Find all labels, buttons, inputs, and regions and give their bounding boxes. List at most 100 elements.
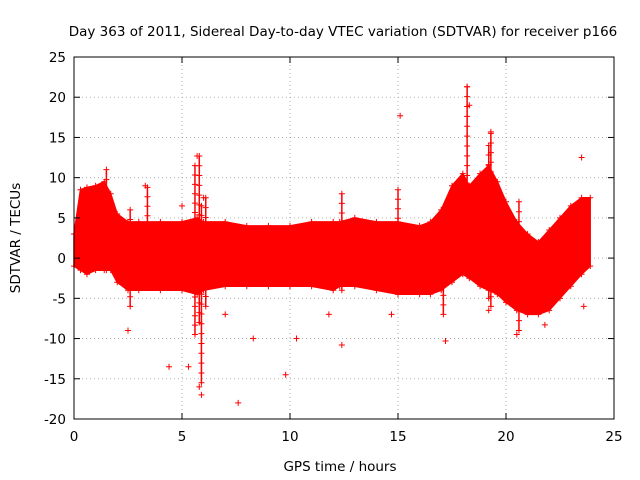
spike-point bbox=[202, 234, 209, 241]
edge-point bbox=[513, 218, 520, 225]
edge-point bbox=[416, 222, 423, 229]
outlier-point bbox=[196, 383, 203, 390]
spike-point bbox=[440, 311, 447, 318]
spike-point bbox=[464, 93, 471, 100]
spike-point bbox=[202, 303, 209, 310]
spike-point bbox=[202, 204, 209, 211]
edge-point bbox=[265, 222, 272, 229]
spike-point bbox=[198, 310, 205, 317]
edge-point bbox=[107, 267, 114, 274]
edge-point bbox=[494, 178, 501, 185]
edge-point bbox=[351, 214, 358, 221]
spike-point bbox=[487, 293, 494, 300]
y-tick-label: -20 bbox=[44, 412, 66, 428]
spike-point bbox=[196, 162, 203, 169]
spike-point bbox=[487, 236, 494, 243]
spike-point bbox=[127, 293, 134, 300]
spike-point bbox=[515, 297, 522, 304]
spike-point bbox=[487, 149, 494, 156]
edge-point bbox=[477, 283, 484, 290]
edge-point bbox=[157, 218, 164, 225]
outlier-point bbox=[578, 154, 585, 161]
spike-point bbox=[144, 193, 151, 200]
spike-point bbox=[440, 254, 447, 261]
spike-point bbox=[198, 202, 205, 209]
outlier-point bbox=[397, 112, 404, 119]
y-tick-label: -10 bbox=[44, 332, 66, 348]
spike-point bbox=[395, 196, 401, 203]
edge-point bbox=[135, 218, 142, 225]
spike-point bbox=[198, 369, 205, 376]
edge-point bbox=[83, 271, 90, 278]
edge-point bbox=[459, 170, 466, 177]
spike-point bbox=[196, 172, 203, 179]
spike-point bbox=[103, 247, 110, 254]
spike-point bbox=[487, 216, 494, 223]
spike-point bbox=[191, 171, 198, 178]
edge-point bbox=[513, 307, 520, 314]
spike-point bbox=[127, 274, 134, 281]
y-tick-label: -5 bbox=[53, 291, 66, 307]
edge-point bbox=[194, 214, 201, 221]
spike-point bbox=[144, 279, 151, 286]
edge-point bbox=[557, 295, 563, 302]
spike-point bbox=[196, 192, 203, 199]
outlier-point bbox=[250, 335, 257, 342]
spike-point bbox=[202, 283, 209, 290]
edge-point bbox=[459, 271, 466, 278]
edge-point bbox=[101, 178, 108, 185]
spike-point bbox=[103, 186, 110, 193]
edge-point bbox=[578, 194, 585, 201]
edge-point bbox=[395, 291, 401, 298]
edge-point bbox=[125, 287, 131, 294]
spike-point bbox=[202, 254, 209, 261]
spike-point bbox=[202, 214, 209, 221]
spike-point bbox=[191, 218, 198, 225]
edge-point bbox=[287, 222, 293, 229]
spike-point bbox=[191, 284, 198, 291]
spike-point bbox=[515, 287, 522, 294]
edge-point bbox=[308, 218, 315, 225]
spike-point bbox=[127, 235, 134, 242]
outlier-point bbox=[166, 363, 173, 370]
spike-point bbox=[202, 273, 209, 280]
spike-point bbox=[440, 216, 447, 223]
data-points bbox=[71, 83, 594, 406]
edge-point bbox=[535, 239, 542, 246]
spike-point bbox=[144, 212, 151, 219]
spike-point bbox=[127, 206, 134, 213]
spike-point bbox=[515, 248, 522, 255]
edge-point bbox=[503, 299, 509, 306]
spike-point bbox=[198, 360, 205, 367]
outlier-point bbox=[235, 399, 242, 406]
spike-point bbox=[464, 212, 471, 219]
spike-point bbox=[487, 168, 494, 175]
spike-point bbox=[202, 263, 209, 270]
edge-point bbox=[336, 283, 343, 290]
spike-point bbox=[515, 208, 522, 215]
edge-point bbox=[92, 182, 99, 189]
spike-point bbox=[191, 200, 198, 207]
edge-point bbox=[524, 230, 531, 237]
spike-point bbox=[395, 234, 401, 241]
outlier-point bbox=[125, 327, 131, 334]
spike-point bbox=[487, 255, 494, 262]
spike-point bbox=[338, 229, 345, 236]
spike-point bbox=[191, 322, 198, 329]
edge-point bbox=[351, 283, 358, 290]
edge-point bbox=[330, 218, 337, 225]
spike-point bbox=[202, 293, 209, 300]
spike-point bbox=[395, 186, 401, 193]
spike-point bbox=[144, 203, 151, 210]
spike-point bbox=[127, 264, 134, 271]
edge-point bbox=[427, 218, 434, 225]
edge-point bbox=[243, 283, 250, 290]
spike-point bbox=[103, 206, 110, 213]
spike-point bbox=[103, 237, 110, 244]
edge-point bbox=[77, 186, 84, 193]
spike-point bbox=[395, 224, 401, 231]
spike-point bbox=[440, 282, 447, 289]
edge-point bbox=[466, 182, 473, 189]
spike-point bbox=[515, 198, 522, 205]
outlier-point bbox=[222, 311, 229, 318]
